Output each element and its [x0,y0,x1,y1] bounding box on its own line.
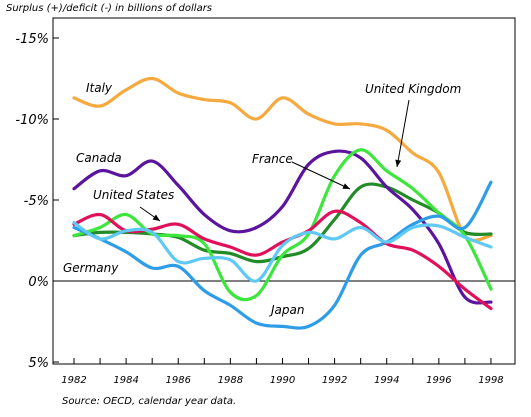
x-tick-label: 1990 [270,375,295,386]
annotations: Italy United Kingdom Canada France United St… [63,81,461,317]
x-tick-label: 1984 [113,375,138,386]
label-france: France [252,152,293,166]
x-tick-label: 1992 [322,375,347,386]
series-line-united-states [72,180,493,330]
x-tick-label: 1986 [166,375,191,386]
y-tick-label: -15% [15,32,49,47]
label-germany: Germany [63,261,119,275]
chart-subtitle: Surplus (+)/deficit (-) in billions of d… [6,3,213,14]
x-tick-label: 1998 [478,375,503,386]
chart-source: Source: OECD, calendar year data. [62,396,237,407]
x-tick-label: 1988 [218,375,243,386]
arrow-united-states-head [152,214,160,221]
series-line-italy [72,76,493,242]
label-japan: Japan [269,303,304,317]
label-united-states: United States [93,188,174,202]
arrow-france [291,161,351,190]
label-united-kingdom: United Kingdom [365,82,461,96]
axes: -15% -10% -5% 0% 5% 1982 1984 1986 1988 1990 1992 1… [15,17,516,386]
x-tick-label: 1994 [374,375,399,386]
y-tick-label: 5% [28,356,49,371]
y-tick-label: -10% [15,113,49,128]
y-tick-label: -5% [24,194,49,209]
arrow-france-head [342,183,350,189]
x-tick-label: 1996 [426,375,451,386]
series-group [72,76,493,330]
plot-frame [52,17,516,365]
label-canada: Canada [76,151,122,165]
label-italy: Italy [86,81,113,95]
y-tick-label: 0% [28,275,49,290]
x-tick-label: 1982 [61,375,86,386]
arrow-united-kingdom-head [395,159,402,167]
series-line-canada [72,149,493,305]
series-line-japan [72,221,493,283]
arrow-united-kingdom [396,99,410,168]
